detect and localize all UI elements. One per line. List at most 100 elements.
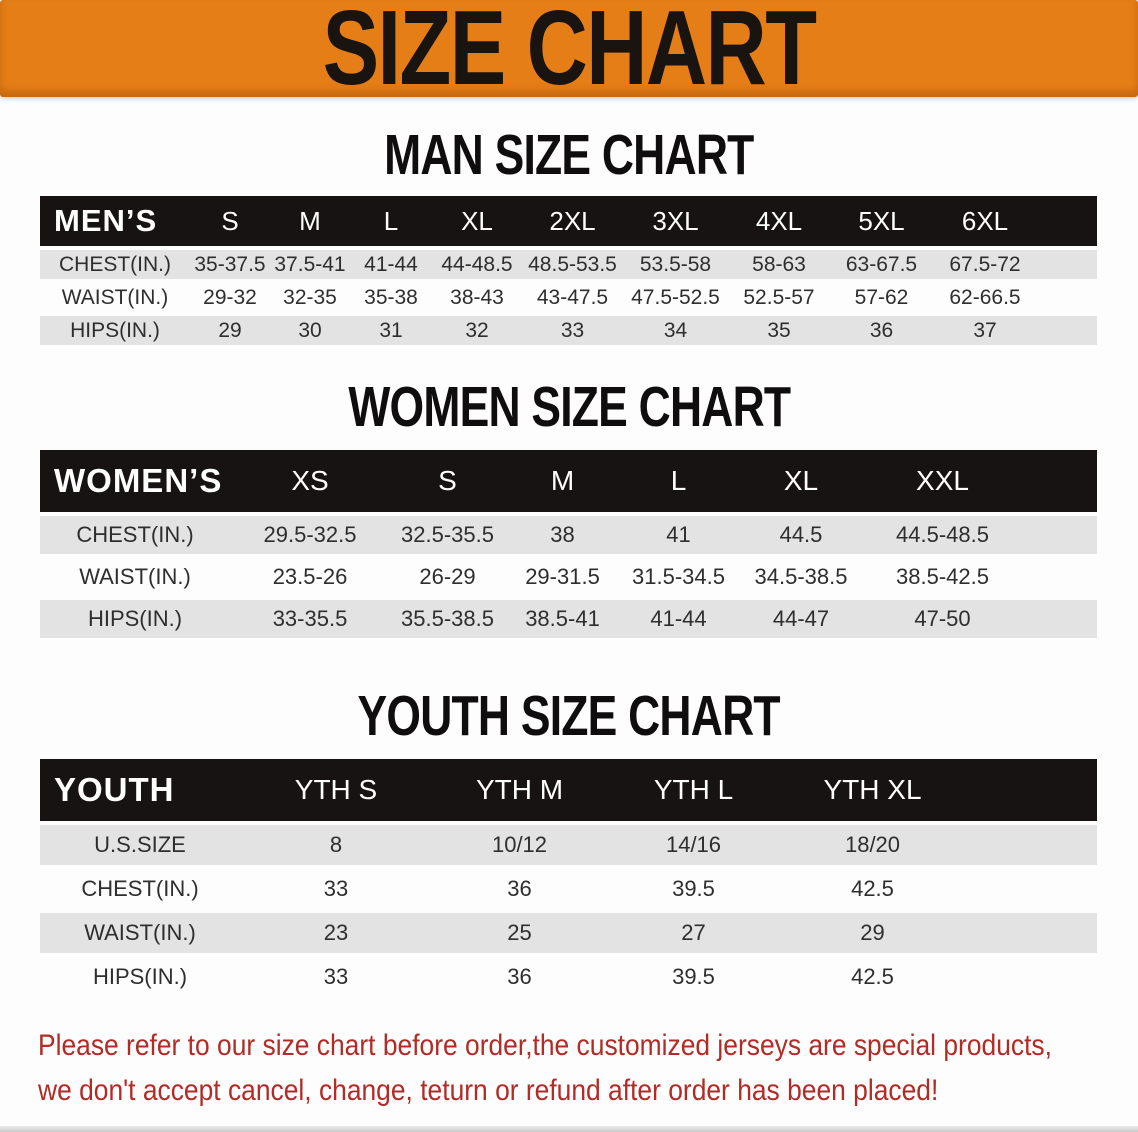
women-size-col-header: L bbox=[620, 450, 737, 512]
disclaimer: Please refer to our size chart before or… bbox=[38, 1023, 1138, 1113]
row-filler bbox=[1037, 316, 1097, 345]
size-value-cell: 41 bbox=[620, 516, 737, 554]
size-value-cell: 47-50 bbox=[865, 600, 1020, 638]
men-size-table: MEN’S S M L XL 2XL 3XL 4XL 5XL 6XL CHEST… bbox=[40, 192, 1097, 349]
row-label: CHEST(IN.) bbox=[40, 869, 240, 909]
size-value-cell: 44.5-48.5 bbox=[865, 516, 1020, 554]
row-label: WAIST(IN.) bbox=[40, 558, 230, 596]
size-value-cell: 31 bbox=[350, 316, 432, 345]
size-value-cell: 38.5-41 bbox=[505, 600, 620, 638]
disclaimer-line-1: Please refer to our size chart before or… bbox=[38, 1029, 1052, 1062]
youth-section: YOUTH SIZE CHART YOUTH YTH S YTH M YTH L… bbox=[0, 688, 1138, 1001]
size-value-cell: 32 bbox=[432, 316, 522, 345]
row-filler bbox=[1020, 516, 1097, 554]
youth-table-corner-label: YOUTH bbox=[40, 759, 240, 821]
banner: SIZE CHART bbox=[0, 0, 1138, 107]
size-value-cell: 37.5-41 bbox=[270, 250, 350, 279]
women-table-corner-label: WOMEN’S bbox=[40, 450, 230, 512]
size-value-cell: 44-48.5 bbox=[432, 250, 522, 279]
size-value-cell: 57-62 bbox=[830, 283, 933, 312]
women-size-col-header: XS bbox=[230, 450, 390, 512]
women-section-title: WOMEN SIZE CHART bbox=[348, 375, 791, 439]
size-value-cell: 52.5-57 bbox=[728, 283, 830, 312]
men-waist-row: WAIST(IN.) 29-32 32-35 35-38 38-43 43-47… bbox=[40, 283, 1097, 312]
men-size-col-header: 6XL bbox=[933, 196, 1037, 246]
row-filler bbox=[965, 957, 1097, 997]
youth-chest-row: CHEST(IN.) 33 36 39.5 42.5 bbox=[40, 869, 1097, 909]
size-value-cell: 36 bbox=[432, 869, 607, 909]
men-table-header-row: MEN’S S M L XL 2XL 3XL 4XL 5XL 6XL bbox=[40, 196, 1097, 246]
size-value-cell: 29 bbox=[190, 316, 270, 345]
size-value-cell: 47.5-52.5 bbox=[623, 283, 728, 312]
row-label: CHEST(IN.) bbox=[40, 516, 230, 554]
men-size-col-header: M bbox=[270, 196, 350, 246]
men-hips-row: HIPS(IN.) 29 30 31 32 33 34 35 36 37 bbox=[40, 316, 1097, 345]
women-chest-row: CHEST(IN.) 29.5-32.5 32.5-35.5 38 41 44.… bbox=[40, 516, 1097, 554]
row-filler bbox=[1037, 283, 1097, 312]
size-value-cell: 23.5-26 bbox=[230, 558, 390, 596]
women-size-table: WOMEN’S XS S M L XL XXL CHEST(IN.) 29.5-… bbox=[40, 446, 1097, 642]
women-size-col-header: XL bbox=[737, 450, 865, 512]
size-value-cell: 63-67.5 bbox=[830, 250, 933, 279]
size-value-cell: 33 bbox=[240, 957, 432, 997]
women-size-col-header: S bbox=[390, 450, 505, 512]
size-value-cell: 35.5-38.5 bbox=[390, 600, 505, 638]
header-filler bbox=[1020, 450, 1097, 512]
header-filler bbox=[1037, 196, 1097, 246]
size-value-cell: 29 bbox=[780, 913, 965, 953]
page-title: SIZE CHART bbox=[322, 0, 817, 107]
women-size-col-header: M bbox=[505, 450, 620, 512]
row-label: WAIST(IN.) bbox=[40, 913, 240, 953]
size-value-cell: 62-66.5 bbox=[933, 283, 1037, 312]
size-value-cell: 36 bbox=[830, 316, 933, 345]
row-label: HIPS(IN.) bbox=[40, 316, 190, 345]
women-table-header-row: WOMEN’S XS S M L XL XXL bbox=[40, 450, 1097, 512]
size-value-cell: 41-44 bbox=[620, 600, 737, 638]
women-section: WOMEN SIZE CHART WOMEN’S XS S M L XL XXL… bbox=[0, 379, 1138, 642]
bottom-edge-divider bbox=[0, 1126, 1138, 1132]
men-size-col-header: S bbox=[190, 196, 270, 246]
size-value-cell: 14/16 bbox=[607, 825, 780, 865]
row-label: WAIST(IN.) bbox=[40, 283, 190, 312]
men-size-col-header: 3XL bbox=[623, 196, 728, 246]
men-size-col-header: 2XL bbox=[522, 196, 623, 246]
youth-size-col-header: YTH S bbox=[240, 759, 432, 821]
men-size-col-header: L bbox=[350, 196, 432, 246]
row-label: HIPS(IN.) bbox=[40, 957, 240, 997]
size-value-cell: 8 bbox=[240, 825, 432, 865]
size-value-cell: 34 bbox=[623, 316, 728, 345]
size-value-cell: 26-29 bbox=[390, 558, 505, 596]
men-section-title: MAN SIZE CHART bbox=[384, 123, 754, 187]
row-filler bbox=[965, 825, 1097, 865]
size-value-cell: 48.5-53.5 bbox=[522, 250, 623, 279]
size-value-cell: 27 bbox=[607, 913, 780, 953]
size-value-cell: 67.5-72 bbox=[933, 250, 1037, 279]
size-value-cell: 32-35 bbox=[270, 283, 350, 312]
row-filler bbox=[965, 869, 1097, 909]
size-value-cell: 38.5-42.5 bbox=[865, 558, 1020, 596]
men-size-col-header: XL bbox=[432, 196, 522, 246]
size-value-cell: 37 bbox=[933, 316, 1037, 345]
youth-section-title: YOUTH SIZE CHART bbox=[357, 684, 781, 748]
size-value-cell: 32.5-35.5 bbox=[390, 516, 505, 554]
row-filler bbox=[1020, 558, 1097, 596]
men-size-col-header: 5XL bbox=[830, 196, 933, 246]
size-value-cell: 36 bbox=[432, 957, 607, 997]
size-value-cell: 34.5-38.5 bbox=[737, 558, 865, 596]
youth-size-table: YOUTH YTH S YTH M YTH L YTH XL U.S.SIZE … bbox=[40, 755, 1097, 1001]
size-value-cell: 25 bbox=[432, 913, 607, 953]
size-value-cell: 33 bbox=[240, 869, 432, 909]
women-waist-row: WAIST(IN.) 23.5-26 26-29 29-31.5 31.5-34… bbox=[40, 558, 1097, 596]
size-value-cell: 18/20 bbox=[780, 825, 965, 865]
row-label: CHEST(IN.) bbox=[40, 250, 190, 279]
size-value-cell: 29.5-32.5 bbox=[230, 516, 390, 554]
size-value-cell: 33-35.5 bbox=[230, 600, 390, 638]
disclaimer-line-2: we don't accept cancel, change, teturn o… bbox=[38, 1074, 939, 1107]
row-filler bbox=[1020, 600, 1097, 638]
size-value-cell: 42.5 bbox=[780, 869, 965, 909]
row-label: HIPS(IN.) bbox=[40, 600, 230, 638]
size-value-cell: 35-37.5 bbox=[190, 250, 270, 279]
youth-size-col-header: YTH XL bbox=[780, 759, 965, 821]
size-value-cell: 10/12 bbox=[432, 825, 607, 865]
size-value-cell: 41-44 bbox=[350, 250, 432, 279]
